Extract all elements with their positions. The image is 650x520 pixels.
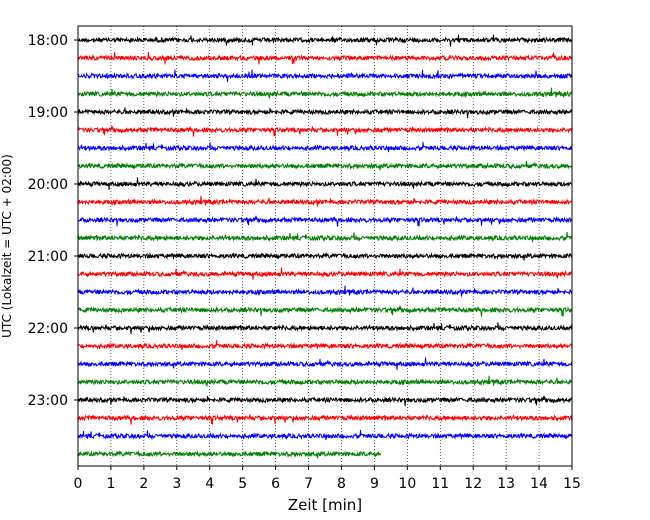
seismogram-trace bbox=[77, 215, 573, 227]
seismogram-trace bbox=[77, 107, 573, 119]
seismogram-trace bbox=[77, 375, 573, 387]
seismogram-trace bbox=[77, 450, 381, 459]
x-tick-label: 15 bbox=[563, 476, 581, 492]
seismogram-trace bbox=[77, 252, 573, 261]
seismogram-trace bbox=[77, 160, 573, 171]
x-tick-label: 10 bbox=[398, 476, 416, 492]
seismogram-trace bbox=[77, 34, 573, 47]
seismogram-trace bbox=[77, 305, 573, 317]
x-tick-label: 14 bbox=[530, 476, 548, 492]
trace-layer bbox=[77, 34, 573, 459]
y-tick-label: 19:00 bbox=[28, 105, 68, 121]
x-tick-label: 0 bbox=[74, 476, 83, 492]
x-tick-label: 1 bbox=[106, 476, 115, 492]
x-tick-label: 4 bbox=[205, 476, 214, 492]
x-axis-ticks: 0 1 2 3 4 5 6 7 8 9 10 11 12 13 14 15 bbox=[74, 466, 581, 492]
y-axis-ticks: 18:00 19:00 20:00 21:00 22:00 23:00 bbox=[28, 33, 78, 409]
seismogram-trace bbox=[77, 231, 573, 243]
grid-lines bbox=[110, 26, 540, 466]
x-tick-label: 3 bbox=[172, 476, 181, 492]
seismogram-trace bbox=[77, 429, 573, 441]
seismogram-trace bbox=[77, 322, 573, 334]
seismogram-trace bbox=[77, 339, 573, 351]
seismogram-trace bbox=[77, 357, 573, 370]
seismogram-trace bbox=[77, 125, 573, 137]
seismogram-trace bbox=[77, 52, 573, 65]
seismogram-trace bbox=[77, 177, 573, 190]
y-tick-label: 23:00 bbox=[28, 393, 68, 409]
x-tick-label: 12 bbox=[464, 476, 482, 492]
seismogram-trace bbox=[77, 69, 573, 83]
seismogram-trace bbox=[77, 87, 573, 99]
y-tick-label: 21:00 bbox=[28, 249, 68, 265]
x-tick-label: 11 bbox=[431, 476, 449, 492]
seismogram-trace bbox=[77, 285, 573, 297]
seismogram-trace bbox=[77, 267, 573, 280]
seismogram-trace bbox=[77, 195, 573, 207]
x-tick-label: 8 bbox=[337, 476, 346, 492]
seismogram-trace bbox=[77, 141, 572, 153]
seismogram-trace bbox=[77, 414, 572, 425]
x-tick-label: 13 bbox=[497, 476, 515, 492]
x-tick-label: 2 bbox=[139, 476, 148, 492]
x-axis-label: Zeit [min] bbox=[288, 496, 362, 514]
y-tick-label: 18:00 bbox=[28, 33, 68, 49]
seismogram-trace bbox=[77, 395, 573, 407]
x-tick-label: 5 bbox=[238, 476, 247, 492]
x-tick-label: 6 bbox=[271, 476, 280, 492]
y-tick-label: 20:00 bbox=[28, 177, 68, 193]
y-tick-label: 22:00 bbox=[28, 321, 68, 337]
x-tick-label: 7 bbox=[304, 476, 313, 492]
y-axis-label: UTC (Lokalzeit = UTC + 02:00) bbox=[0, 154, 14, 338]
plot-frame bbox=[77, 25, 573, 467]
x-tick-label: 9 bbox=[370, 476, 379, 492]
